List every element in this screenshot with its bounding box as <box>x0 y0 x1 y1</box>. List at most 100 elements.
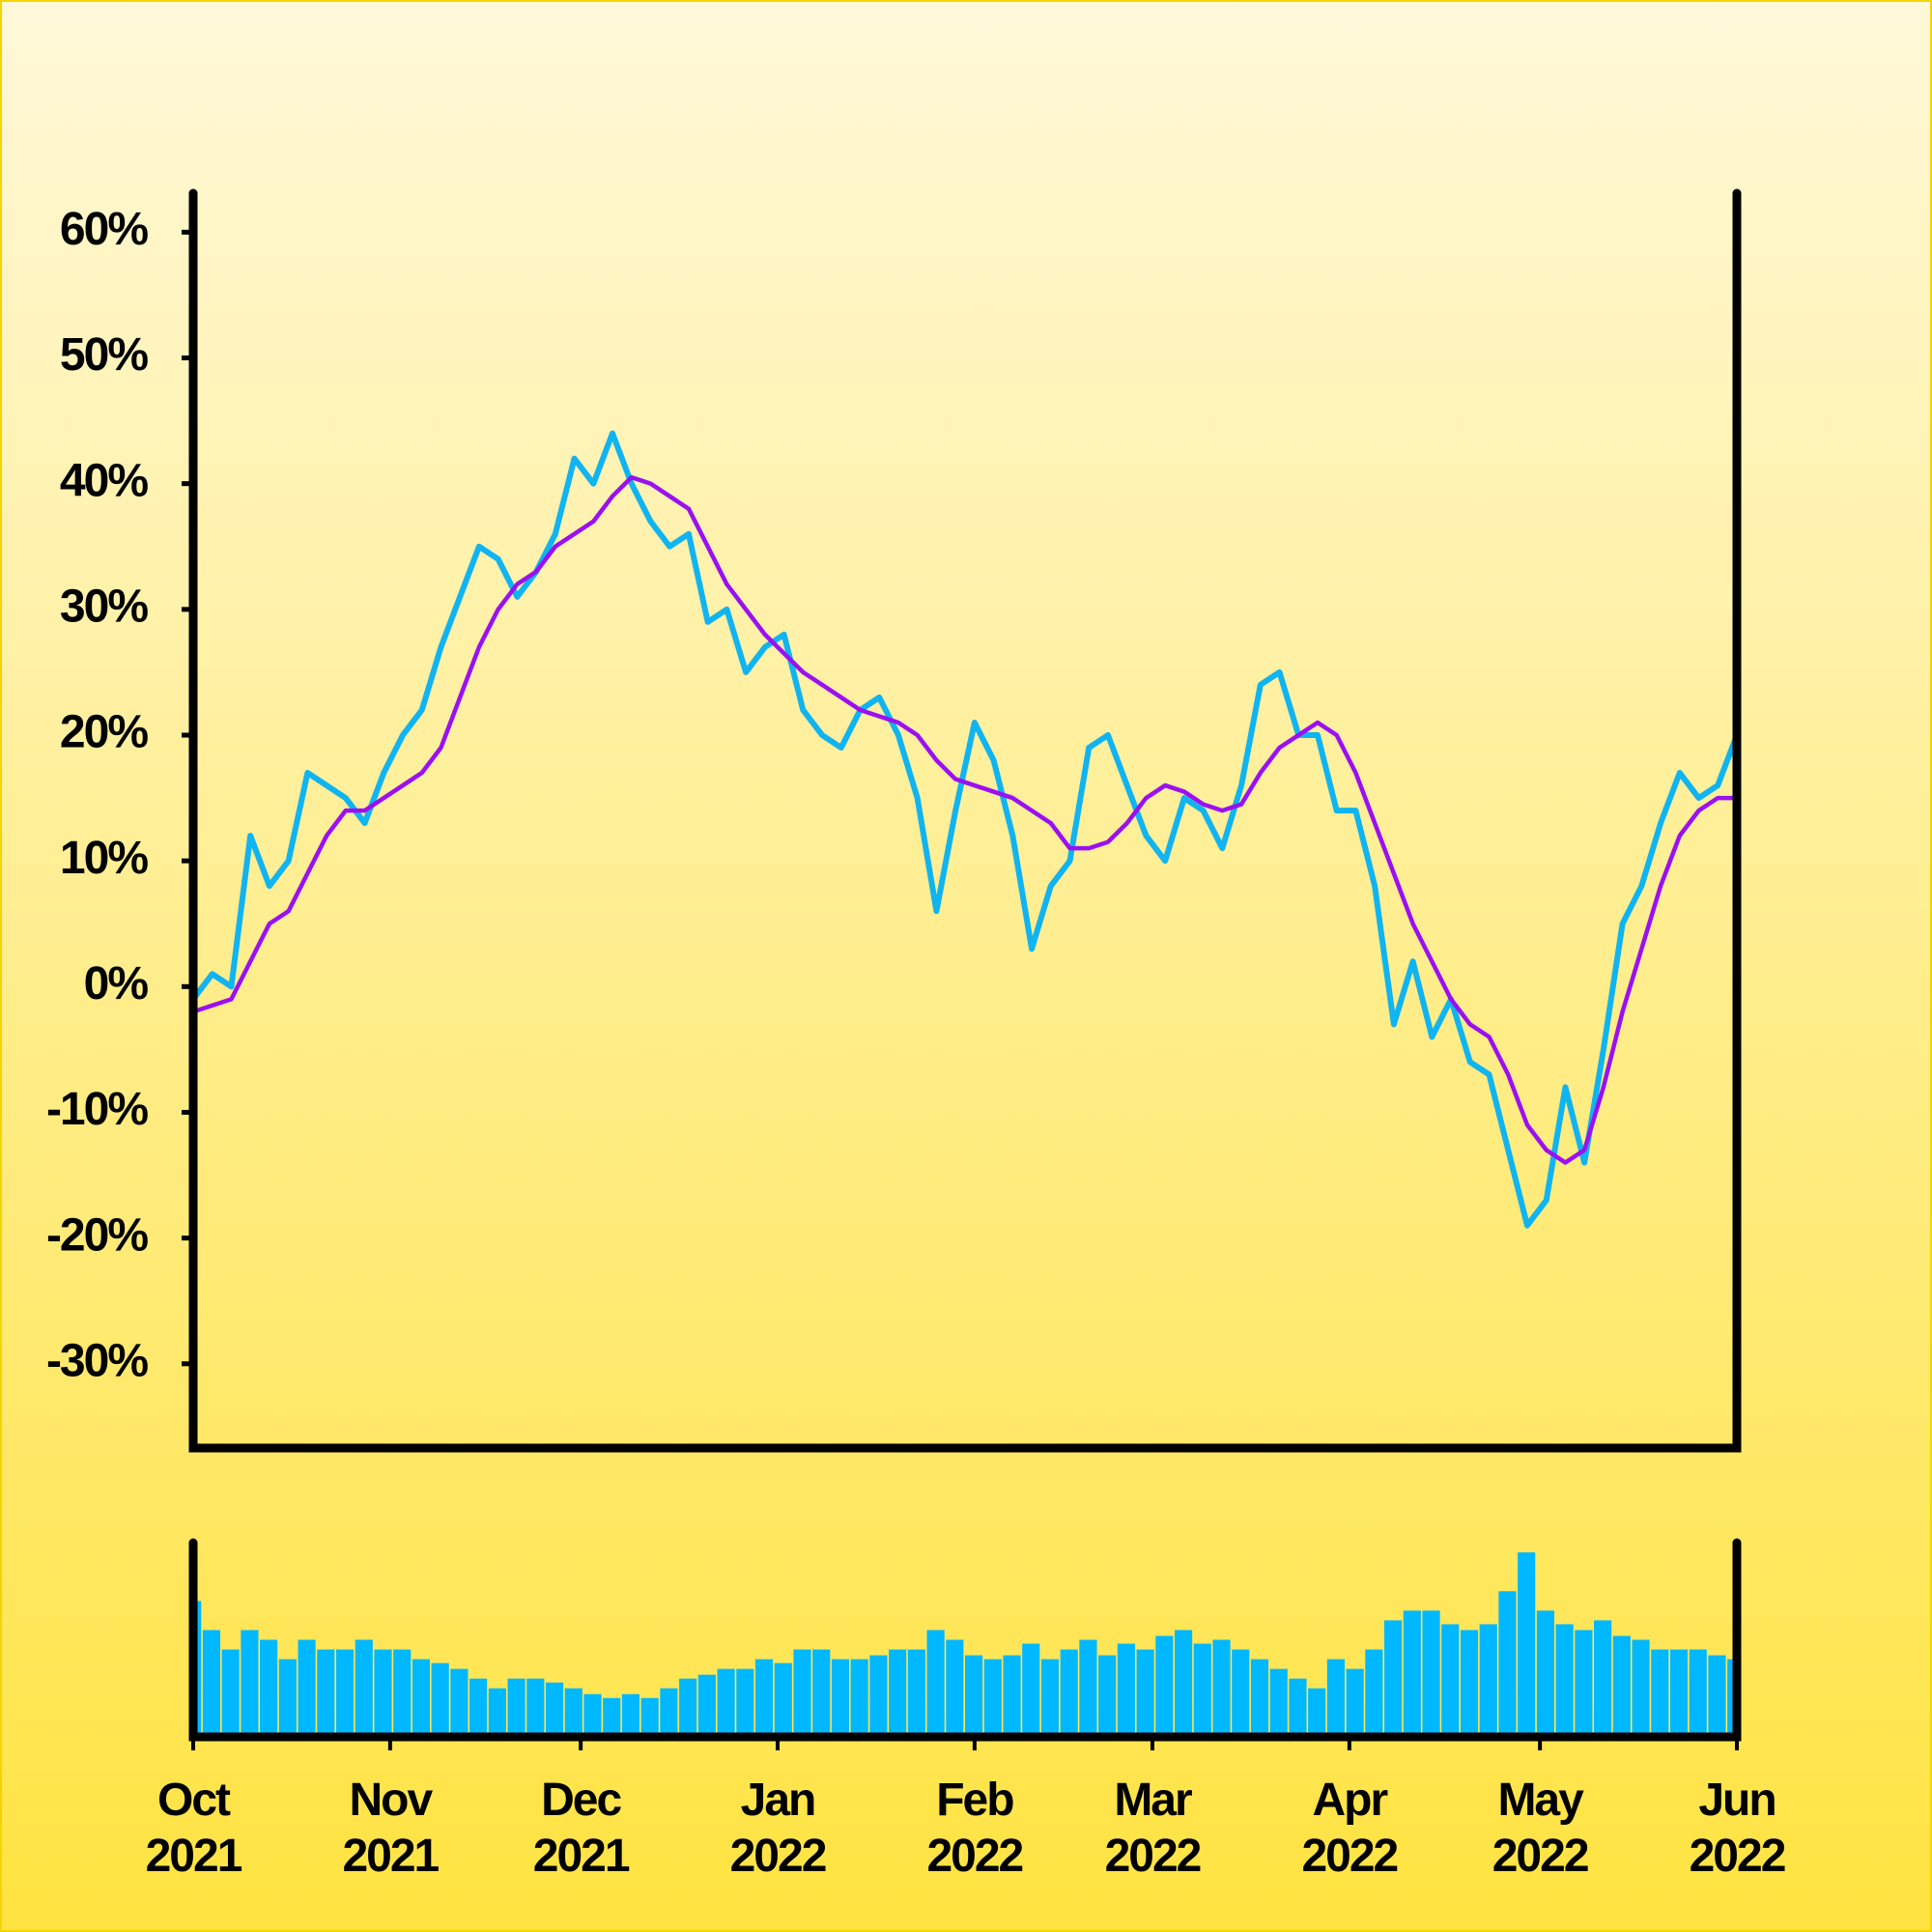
volume-bar <box>946 1639 964 1737</box>
volume-bar <box>1117 1643 1135 1737</box>
volume-bar <box>1536 1610 1555 1737</box>
volume-bar <box>564 1688 582 1737</box>
y-tick-label: 40% <box>60 455 148 506</box>
volume-frame <box>188 1538 1742 1742</box>
volume-bar <box>507 1678 526 1737</box>
volume-bar <box>1308 1688 1326 1737</box>
y-tick-label: -10% <box>46 1084 148 1135</box>
volume-bar <box>1136 1649 1154 1737</box>
volume-bar <box>1555 1624 1574 1737</box>
volume-bar <box>241 1630 259 1737</box>
x-tick-label: Apr 2022 <box>1301 1775 1397 1882</box>
volume-bar <box>583 1693 602 1737</box>
volume-bar <box>1193 1643 1211 1737</box>
volume-bar <box>1708 1655 1726 1737</box>
volume-bar <box>1346 1668 1364 1737</box>
volume-bar <box>1384 1620 1403 1737</box>
volume-bar <box>1155 1635 1174 1737</box>
volume-bar <box>697 1674 716 1737</box>
volume-bar <box>412 1659 431 1737</box>
volume-bar <box>1098 1655 1117 1737</box>
volume-bar <box>1232 1649 1250 1737</box>
volume-bar <box>1326 1659 1345 1737</box>
volume-bar <box>812 1649 831 1737</box>
volume-bar <box>431 1662 449 1737</box>
volume-bar <box>1612 1635 1631 1737</box>
y-tick-label: 30% <box>60 582 148 633</box>
volume-bar <box>831 1659 850 1737</box>
series-line <box>193 474 1737 1165</box>
main-frame <box>188 188 1742 1453</box>
volume-bar <box>869 1655 888 1737</box>
volume-bar <box>1403 1610 1421 1737</box>
volume-bar <box>221 1649 240 1737</box>
volume-bar <box>278 1659 297 1737</box>
volume-bar <box>545 1682 564 1737</box>
volume-bar <box>754 1659 774 1737</box>
volume-bar <box>660 1688 678 1737</box>
volume-bar <box>260 1639 278 1737</box>
volume-bar <box>793 1649 811 1737</box>
volume-bar <box>603 1697 621 1737</box>
volume-bar <box>1518 1552 1536 1737</box>
volume-bar <box>640 1697 659 1737</box>
volume-bar <box>926 1630 945 1737</box>
volume-bar <box>469 1678 488 1737</box>
axes <box>188 188 1742 1742</box>
volume-bar <box>774 1662 792 1737</box>
volume-bar <box>335 1649 355 1737</box>
x-tick-label: Feb 2022 <box>926 1775 1022 1882</box>
volume-bar <box>1022 1643 1040 1737</box>
volume-bar <box>717 1668 735 1737</box>
volume-bar <box>1479 1624 1497 1737</box>
x-tick-label: Mar 2022 <box>1105 1775 1201 1882</box>
volume-bar <box>1460 1630 1479 1737</box>
volume-bar <box>1365 1649 1383 1737</box>
volume-bar <box>202 1630 221 1737</box>
volume-bar <box>1498 1591 1517 1737</box>
volume-bar <box>850 1659 868 1737</box>
volume-bar <box>1669 1649 1689 1737</box>
volume-bar <box>1003 1655 1021 1737</box>
volume-bar <box>1441 1624 1460 1737</box>
volume-bar <box>907 1649 925 1737</box>
volume-bar <box>450 1668 469 1737</box>
volume-bar <box>1079 1639 1097 1737</box>
volume-bar <box>393 1649 412 1737</box>
volume-bar <box>1727 1659 1737 1737</box>
volume-bar <box>1289 1678 1307 1737</box>
volume-bar <box>983 1659 1002 1737</box>
volume-bar <box>355 1639 373 1737</box>
volume-bar <box>679 1678 697 1737</box>
y-tick-label: -20% <box>46 1209 148 1261</box>
volume-bar <box>1632 1639 1650 1737</box>
volume-bar <box>1212 1639 1231 1737</box>
volume-bar <box>965 1655 983 1737</box>
volume-bar <box>1060 1649 1078 1737</box>
x-tick-label: Dec 2021 <box>533 1775 630 1882</box>
y-tick-label: 0% <box>84 958 149 1009</box>
volume-bar <box>488 1688 506 1737</box>
y-tick-label: 60% <box>60 204 148 255</box>
volume-bar <box>1651 1649 1669 1737</box>
volume-bar <box>621 1693 640 1737</box>
volume-bar <box>526 1678 545 1737</box>
volume-bar <box>1175 1630 1193 1737</box>
volume-bar <box>1250 1659 1269 1737</box>
y-tick-label: 10% <box>60 833 148 884</box>
x-tick-label: Oct 2021 <box>146 1775 242 1882</box>
volume-bar <box>298 1639 316 1737</box>
volume-bar <box>317 1649 335 1737</box>
y-tick-label: 20% <box>60 707 148 758</box>
volume-bar <box>1575 1630 1593 1737</box>
x-tick-label: May 2022 <box>1492 1775 1588 1882</box>
volume-bar <box>889 1649 907 1737</box>
volume-bar <box>1689 1649 1707 1737</box>
volume-bar <box>1269 1668 1288 1737</box>
volume-bars <box>193 1552 1737 1737</box>
volume-bar <box>1422 1610 1440 1737</box>
volume-bar <box>1040 1659 1060 1737</box>
